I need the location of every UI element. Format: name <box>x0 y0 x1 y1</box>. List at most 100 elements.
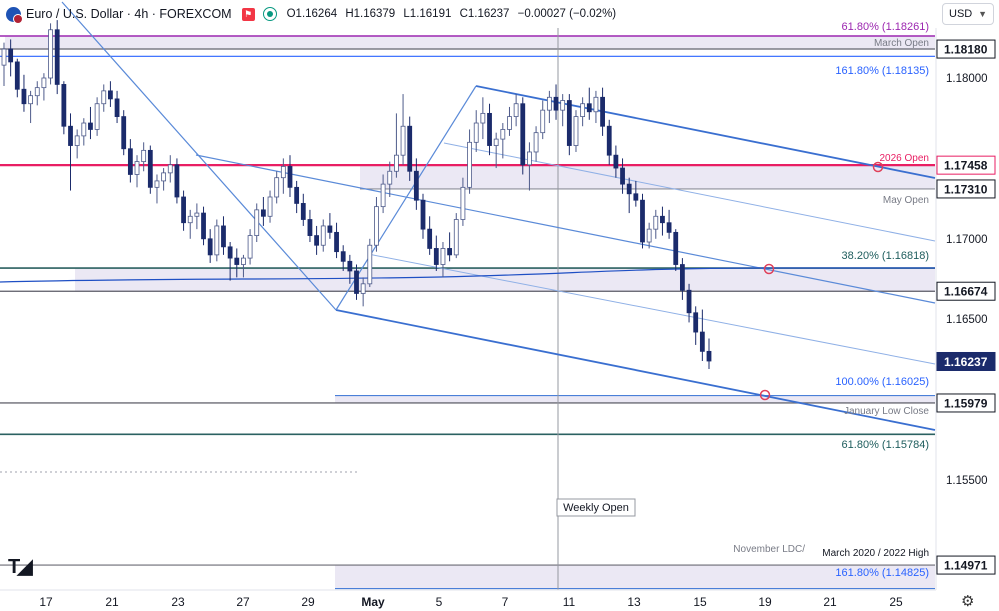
trend-line-0 <box>475 85 936 179</box>
candle <box>487 103 492 156</box>
candle <box>394 113 399 178</box>
candle <box>94 97 100 136</box>
eur-usd-flag-icon <box>6 6 23 24</box>
candle <box>241 254 246 278</box>
candle <box>360 277 366 307</box>
candle <box>61 81 67 135</box>
low-value: L1.16191 <box>403 8 452 20</box>
candle <box>473 110 479 152</box>
candle <box>307 209 313 243</box>
flag-marker-icon[interactable]: ⚑ <box>241 7 255 21</box>
candle <box>54 20 60 95</box>
candle <box>314 225 319 255</box>
time-tick-label: 17 <box>39 595 53 609</box>
chart-annotation: 161.80% (1.18135) <box>835 65 929 77</box>
symbol-title[interactable]: Euro / U.S. Dollar · 4h · FOREXCOM <box>26 7 232 21</box>
chevron-down-icon: ▼ <box>978 9 987 19</box>
time-tick-label: May <box>361 595 385 609</box>
candle <box>294 180 300 214</box>
candle <box>267 190 273 223</box>
candle <box>493 132 499 169</box>
chart-annotation: March 2020 / 2022 High <box>822 548 929 559</box>
candle <box>108 81 113 107</box>
candle <box>214 219 220 262</box>
price-tick-label: 1.18000 <box>946 73 988 85</box>
price-label: 1.18180 <box>944 43 988 57</box>
candle <box>433 235 439 271</box>
candle <box>21 74 27 112</box>
candle <box>287 155 293 197</box>
alert-marker-2 <box>759 389 771 401</box>
price-axis-bg <box>936 28 999 590</box>
candle <box>367 238 373 288</box>
candle <box>440 242 446 278</box>
candle <box>600 87 605 136</box>
price-label: 1.16674 <box>944 285 988 299</box>
candle <box>679 258 685 300</box>
candle <box>8 39 14 77</box>
zone-2 <box>75 268 935 292</box>
candle <box>699 309 705 362</box>
candle <box>660 206 665 236</box>
price-label: 1.16237 <box>944 355 988 369</box>
candle <box>533 126 539 162</box>
candle <box>467 129 472 194</box>
candle <box>227 242 233 281</box>
change-value: −0.00027 (−0.02%) <box>517 8 617 20</box>
time-tick-label: 21 <box>823 595 837 609</box>
candle <box>300 193 306 226</box>
currency-label: USD <box>949 8 973 20</box>
time-tick-label: 19 <box>758 595 772 609</box>
candle <box>653 209 659 239</box>
candle <box>327 213 333 239</box>
candle <box>320 219 326 252</box>
candle <box>553 84 559 120</box>
chart-annotation: 100.00% (1.16025) <box>835 376 929 388</box>
currency-selector[interactable]: USD ▼ <box>942 3 994 25</box>
candle <box>706 338 712 370</box>
candle <box>354 264 359 300</box>
trend-line-2 <box>195 154 936 304</box>
candle <box>407 116 413 181</box>
chart-annotation: 38.20% (1.16818) <box>842 250 929 262</box>
chart-annotation: January Low Close <box>844 406 929 417</box>
candle <box>14 58 20 98</box>
price-label-box <box>936 281 996 301</box>
time-tick-label: 13 <box>627 595 641 609</box>
candle <box>460 177 466 226</box>
price-label-box <box>936 39 996 59</box>
candle <box>500 123 506 159</box>
candle <box>387 161 393 197</box>
candle <box>167 155 173 183</box>
trend-line-4 <box>367 253 936 365</box>
trend-line-1 <box>335 309 936 431</box>
zone-3 <box>335 395 935 403</box>
time-tick-label: 25 <box>889 595 903 609</box>
candle <box>573 110 579 152</box>
chart-annotation: May Open <box>883 195 929 206</box>
candle <box>274 171 280 204</box>
candle <box>207 229 213 263</box>
close-value: C1.16237 <box>459 8 510 20</box>
candle <box>593 90 599 124</box>
time-tick-label: 21 <box>105 595 119 609</box>
candle <box>427 216 433 255</box>
gear-icon[interactable]: ⚙ <box>961 593 975 610</box>
candle <box>161 168 167 191</box>
candle <box>620 158 625 194</box>
candle <box>74 129 80 159</box>
chart-annotation: 2026 Open <box>880 153 930 164</box>
candle <box>181 190 186 231</box>
candle <box>347 254 353 284</box>
time-axis-bg <box>0 590 999 611</box>
time-tick-label: 7 <box>502 595 509 609</box>
ohlc-values: O1.16264 H1.16379 L1.16191 C1.16237 −0.0… <box>287 8 622 20</box>
candle <box>540 100 546 140</box>
candle <box>81 118 87 146</box>
candle <box>88 106 93 140</box>
candle <box>507 106 512 136</box>
candle <box>174 158 180 204</box>
moving-average-line <box>0 267 935 283</box>
candle <box>640 193 645 249</box>
